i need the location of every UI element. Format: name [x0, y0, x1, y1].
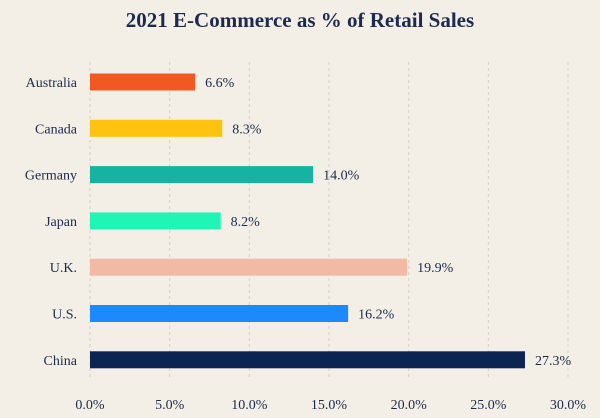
x-tick-label: 10.0% — [231, 398, 268, 413]
value-label: 8.2% — [231, 215, 260, 230]
value-label: 6.6% — [205, 76, 235, 91]
bar — [90, 73, 196, 91]
value-label: 16.2% — [358, 308, 395, 323]
bars — [90, 73, 525, 369]
x-tick-label: 20.0% — [391, 398, 428, 413]
chart-title: 2021 E-Commerce as % of Retail Sales — [125, 8, 475, 32]
x-tick-label: 30.0% — [550, 398, 587, 413]
bar — [90, 351, 525, 369]
category-labels: Australia Canada Germany Japan U.K. U.S. China — [25, 76, 78, 369]
category-label: Canada — [35, 122, 78, 137]
bar — [90, 258, 408, 276]
x-tick-label: 25.0% — [470, 398, 507, 413]
bar — [90, 166, 314, 184]
x-tick-labels: 0.0% 5.0% 10.0% 15.0% 20.0% 25.0% 30.0% — [75, 398, 586, 413]
value-label: 14.0% — [323, 169, 360, 184]
bar — [90, 119, 223, 137]
bar — [90, 212, 221, 230]
value-label: 8.3% — [232, 122, 262, 137]
category-label: U.K. — [50, 261, 77, 276]
bar — [90, 305, 349, 322]
category-label: Japan — [45, 215, 77, 230]
category-label: China — [44, 354, 78, 369]
x-tick-label: 15.0% — [311, 398, 348, 413]
category-label: U.S. — [52, 308, 77, 323]
category-label: Australia — [26, 76, 78, 91]
value-labels: 6.6% 8.3% 14.0% 8.2% 19.9% 16.2% 27.3% — [205, 76, 571, 369]
value-label: 27.3% — [535, 354, 572, 369]
x-tick-label: 5.0% — [155, 398, 185, 413]
x-tick-label: 0.0% — [75, 398, 105, 413]
category-label: Germany — [25, 169, 77, 184]
value-label: 19.9% — [417, 261, 454, 276]
